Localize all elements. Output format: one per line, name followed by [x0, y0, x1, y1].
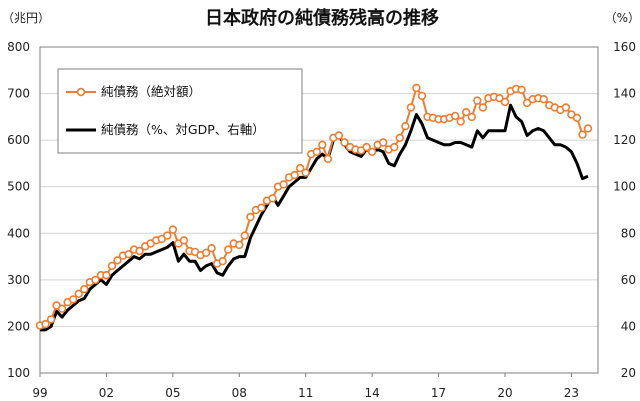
right-tick-label: 60: [621, 273, 636, 287]
right-axis-unit: （%）: [605, 11, 640, 25]
data-point-absolute: [451, 111, 460, 121]
data-point-absolute: [500, 97, 510, 107]
data-point-absolute: [207, 244, 216, 253]
legend-label-ratio: 純債務（%、対GDP、右軸）: [101, 122, 265, 137]
data-point-absolute: [456, 117, 465, 126]
data-point-absolute: [268, 194, 277, 203]
left-tick-label: 400: [7, 226, 30, 240]
data-point-absolute: [257, 203, 266, 212]
left-tick-label: 800: [7, 40, 30, 54]
legend-marker-absolute: [76, 87, 86, 97]
data-point-absolute: [135, 246, 144, 256]
data-point-absolute: [218, 257, 227, 266]
data-point-absolute: [296, 163, 305, 173]
x-tick-label: 11: [298, 386, 313, 400]
data-point-absolute: [473, 96, 482, 105]
data-point-absolute: [572, 113, 582, 123]
data-point-absolute: [290, 170, 299, 180]
data-point-absolute: [91, 275, 100, 285]
data-point-absolute: [362, 142, 371, 152]
data-point-absolute: [539, 94, 548, 104]
x-tick-label: 08: [232, 386, 247, 400]
x-tick-label: 20: [497, 386, 512, 400]
left-tick-label: 600: [7, 133, 30, 147]
left-tick-label: 700: [7, 87, 30, 101]
left-axis-unit: （兆円）: [2, 11, 50, 25]
data-point-absolute: [412, 83, 421, 93]
data-point-absolute: [417, 91, 427, 101]
right-tick-label: 140: [613, 87, 636, 101]
right-tick-label: 80: [621, 226, 636, 240]
data-point-absolute: [124, 250, 133, 259]
chart-title: 日本政府の純債務残高の推移: [205, 7, 439, 29]
data-point-absolute: [379, 138, 388, 147]
data-point-absolute: [68, 295, 78, 304]
data-point-absolute: [395, 133, 404, 143]
data-point-absolute: [578, 130, 587, 139]
data-point-absolute: [107, 261, 117, 271]
right-tick-label: 40: [621, 319, 636, 333]
data-point-absolute: [323, 154, 333, 164]
data-point-absolute: [495, 93, 504, 103]
left-tick-label: 300: [7, 273, 30, 287]
series-line-ratio: [40, 103, 589, 332]
left-axis-ticks: 100 200 300 400 500 600 700 800: [7, 40, 30, 380]
right-tick-label: 20: [621, 366, 636, 380]
x-tick-label: 23: [564, 386, 579, 400]
right-axis-ticks: 20 40 60 80 100 120 140 160: [613, 40, 636, 380]
series-layer: [35, 83, 593, 332]
data-point-absolute: [340, 138, 349, 147]
data-point-absolute: [301, 168, 310, 177]
x-tick-label: 02: [99, 386, 114, 400]
data-point-absolute: [102, 271, 111, 280]
data-point-absolute: [522, 98, 532, 108]
data-point-absolute: [401, 121, 410, 131]
right-tick-label: 160: [613, 40, 636, 54]
left-tick-label: 200: [7, 319, 30, 333]
right-tick-label: 100: [613, 180, 636, 194]
data-point-absolute: [478, 103, 488, 112]
data-point-absolute: [334, 131, 344, 140]
data-point-absolute: [583, 124, 593, 133]
left-tick-label: 500: [7, 180, 30, 194]
legend-label-absolute: 純債務（絶対額）: [101, 84, 201, 99]
data-point-absolute: [561, 103, 571, 112]
left-tick-label: 100: [7, 366, 30, 380]
data-point-absolute: [390, 142, 399, 152]
data-point-absolute: [168, 225, 178, 234]
data-point-absolute: [367, 147, 377, 157]
data-point-absolute: [80, 285, 89, 294]
data-point-absolute: [74, 289, 83, 298]
data-point-absolute: [240, 231, 250, 240]
data-point-absolute: [179, 236, 189, 245]
legend-box: [57, 68, 303, 154]
data-point-absolute: [318, 140, 327, 150]
x-tick-label: 99: [32, 386, 47, 400]
x-tick-label: 05: [165, 386, 180, 400]
data-point-absolute: [406, 103, 416, 112]
data-point-absolute: [235, 240, 244, 250]
data-point-absolute: [41, 319, 50, 329]
data-point-absolute: [517, 85, 526, 95]
data-point-absolute: [312, 147, 321, 157]
right-tick-label: 120: [613, 133, 636, 147]
data-point-absolute: [224, 245, 233, 254]
plot-frame: [39, 46, 599, 374]
data-point-absolute: [462, 107, 471, 117]
x-axis-ticks: 99 02 05 08 11 14 17 20 23: [32, 373, 579, 400]
data-point-absolute: [163, 231, 172, 240]
data-point-absolute: [246, 212, 255, 222]
data-point-absolute: [467, 112, 476, 122]
data-point-absolute: [201, 248, 211, 258]
data-point-absolute: [279, 180, 288, 189]
legend: 純債務（絶対額） 純債務（%、対GDP、右軸）: [57, 68, 303, 154]
x-tick-label: 14: [365, 386, 380, 400]
data-point-absolute: [113, 256, 122, 265]
x-tick-label: 17: [431, 386, 446, 400]
data-point-absolute: [57, 304, 67, 313]
data-point-absolute: [46, 315, 56, 324]
